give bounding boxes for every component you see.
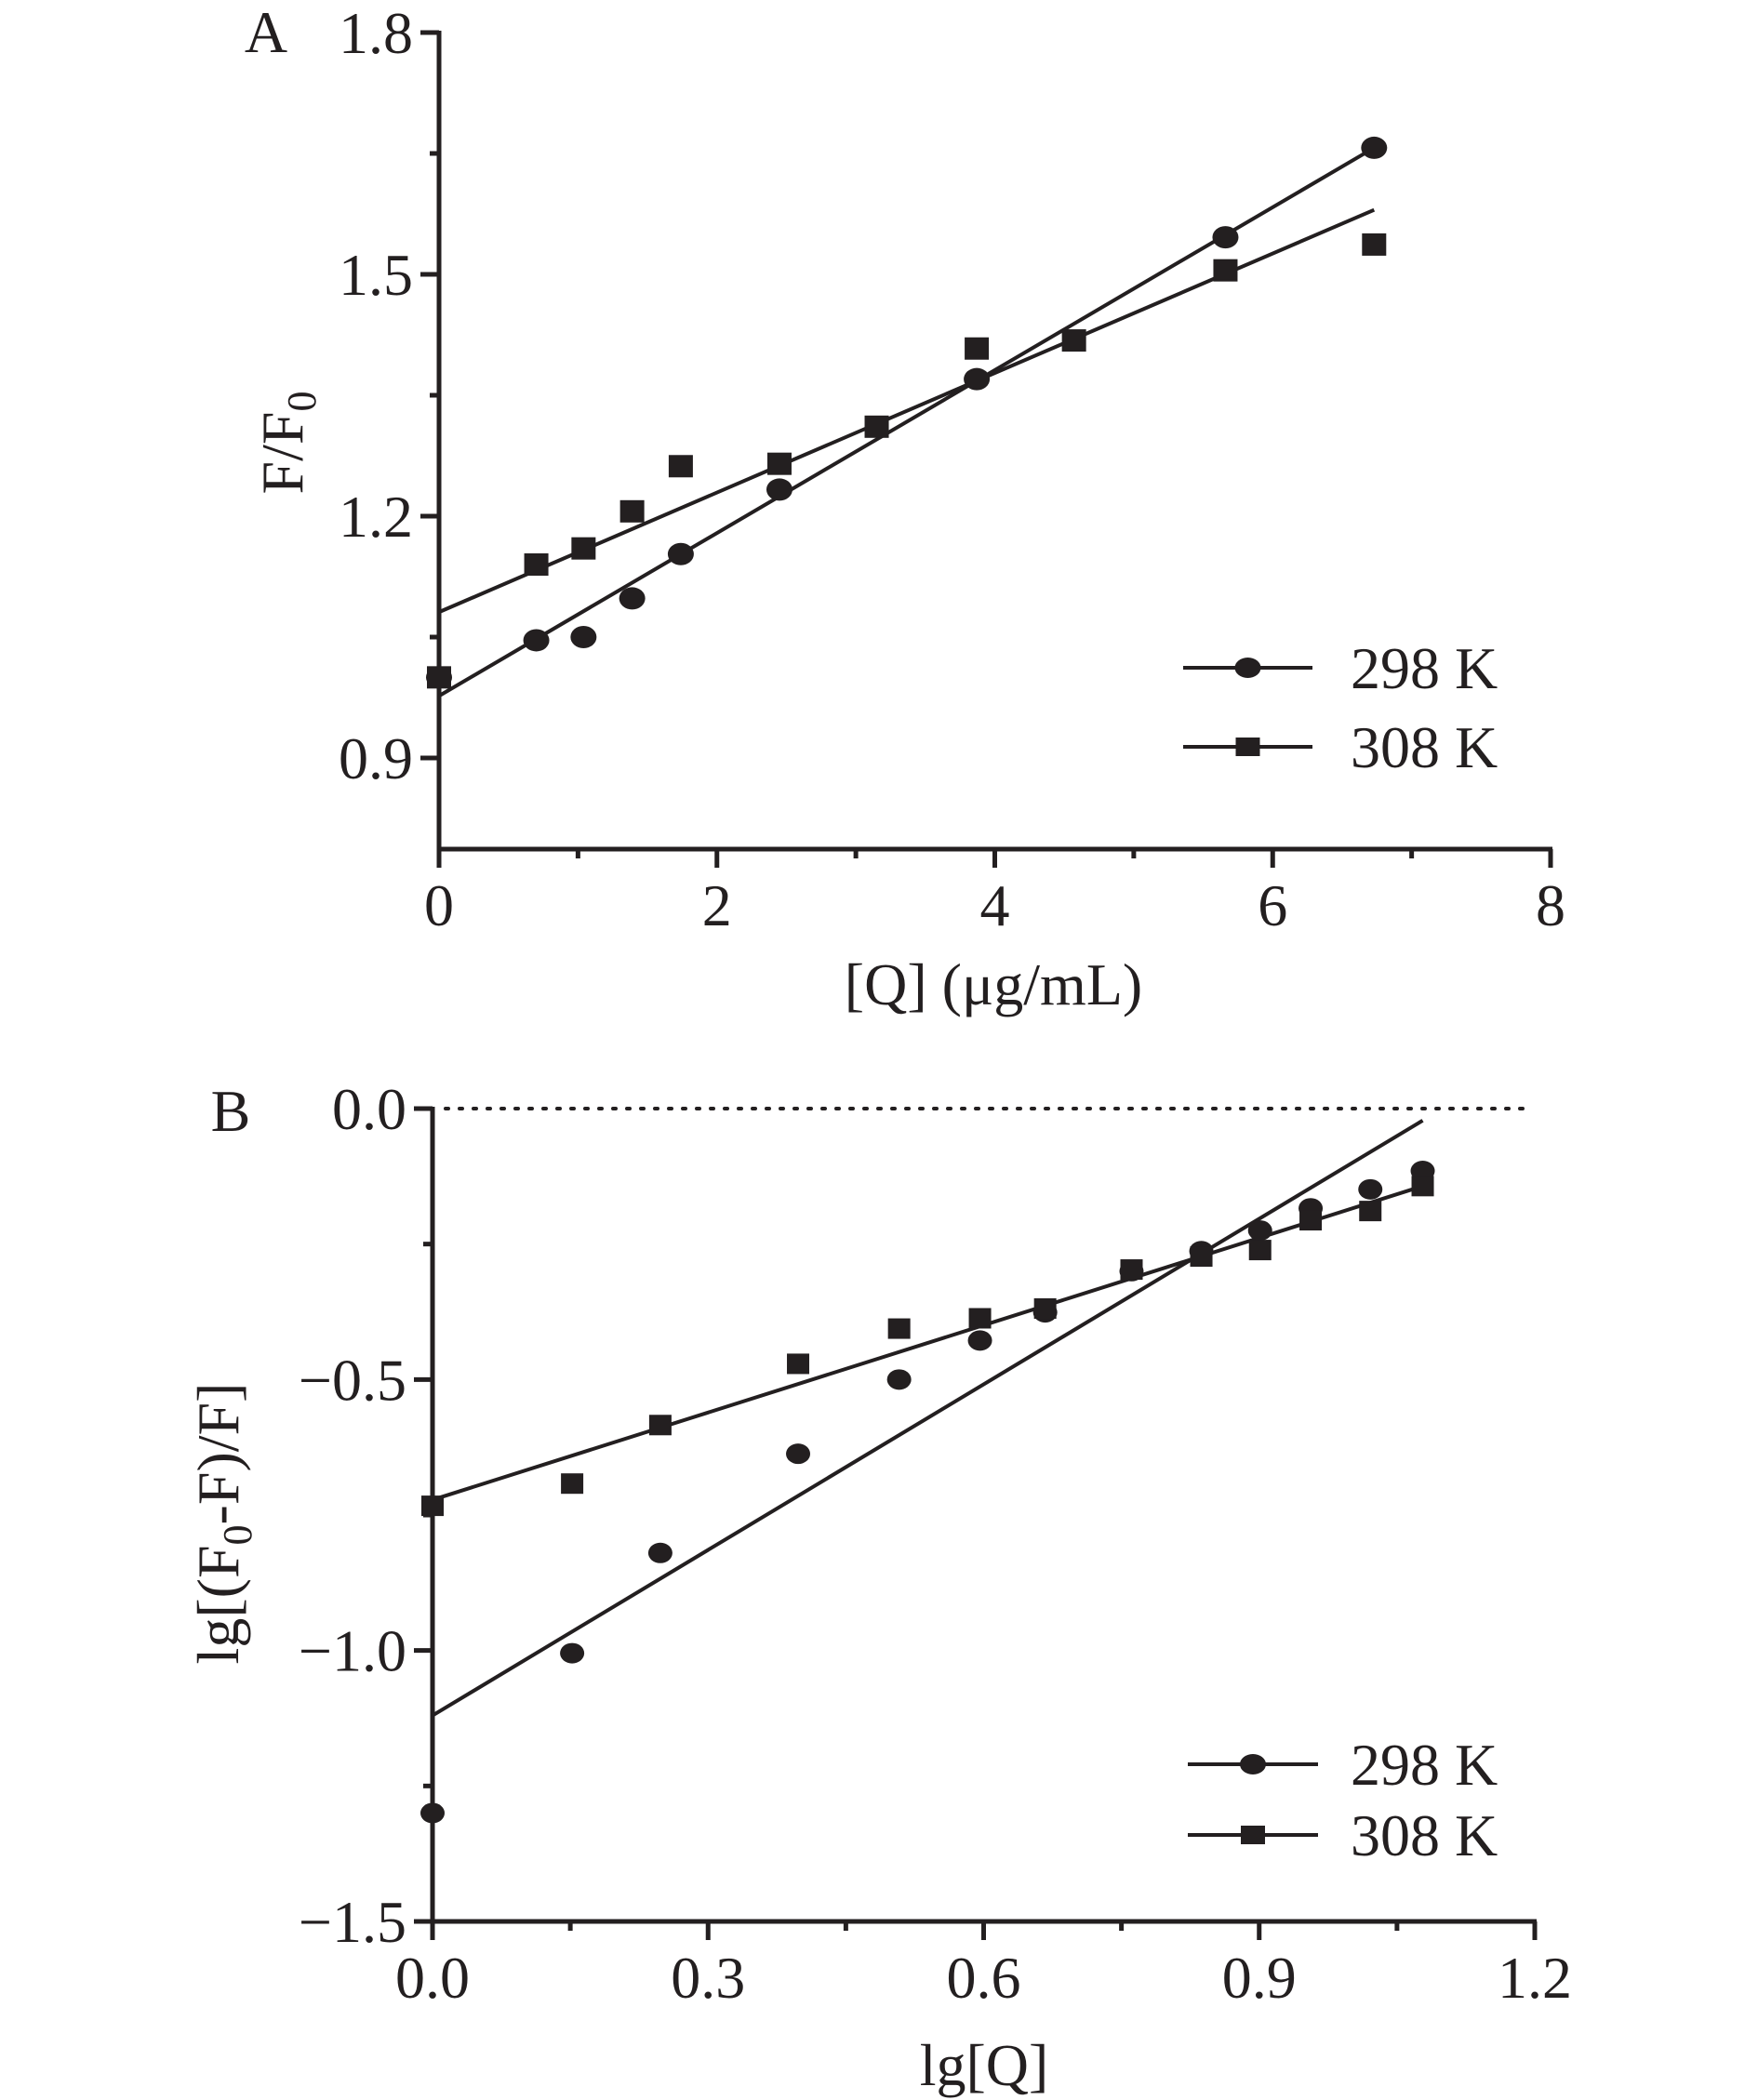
panel-a-x-tick-label: 8 xyxy=(1536,872,1565,938)
panel-a-legend-item-308k: 308 K xyxy=(1183,714,1498,780)
panel-a-y-tick-label: 0.9 xyxy=(339,725,413,791)
panel-b-point-308k xyxy=(561,1473,584,1495)
panel-b-point-298k xyxy=(886,1369,912,1390)
panel-a-point-308k xyxy=(427,666,451,689)
panel-a-x-tick-label: 2 xyxy=(702,872,732,938)
panel-b-y-label-subscript: 0 xyxy=(215,1524,260,1545)
panel-b-point-308k xyxy=(1033,1298,1057,1320)
panel-b-point-298k xyxy=(1358,1178,1383,1200)
panel-a-legend: 298 K 308 K xyxy=(1183,635,1498,780)
panel-b-point-298k xyxy=(786,1443,811,1465)
panel-b-points xyxy=(420,1161,1435,1824)
panel-a-y-axis-label: F/F0 xyxy=(249,392,325,495)
panel-b-y-label-pre: lg[(F xyxy=(185,1545,251,1664)
panel-b-point-308k xyxy=(1411,1176,1434,1197)
panel-a-point-298k xyxy=(766,478,792,501)
panel-b-x-tick-label: 0.0 xyxy=(395,1945,470,2011)
panel-a-legend-circle-marker xyxy=(1234,658,1261,678)
panel-b-y-tick-label: −1.0 xyxy=(299,1618,406,1684)
panel-b-legend-item-298k: 298 K xyxy=(1188,1732,1498,1798)
panel-b-point-298k xyxy=(560,1642,585,1664)
panel-a-x-tick-label: 6 xyxy=(1258,872,1287,938)
panel-a-x-tick-label: 4 xyxy=(980,872,1010,938)
panel-a-y-tick-label: 1.8 xyxy=(339,0,413,66)
panel-b-legend-circle-marker xyxy=(1240,1754,1266,1774)
panel-a-legend-item-298k: 298 K xyxy=(1183,635,1498,701)
panel-b-point-308k xyxy=(1120,1259,1143,1281)
panel-b-point-298k xyxy=(647,1542,673,1563)
panel-a-point-298k xyxy=(619,587,646,610)
panel-b-point-298k xyxy=(1247,1220,1272,1242)
panel-b-point-308k xyxy=(968,1308,992,1329)
panel-a-legend-label-298k: 298 K xyxy=(1351,635,1498,701)
panel-b-point-298k xyxy=(967,1330,992,1351)
panel-b-point-308k xyxy=(1299,1210,1323,1231)
panel-b-legend-label-308k: 308 K xyxy=(1351,1802,1498,1868)
panel-a-point-308k xyxy=(1362,233,1387,256)
panel-b-y-axis-label: lg[(F0-F)/F] xyxy=(185,1383,260,1665)
panel-a-point-308k xyxy=(571,537,596,560)
panel-b-x-tick-label: 0.6 xyxy=(947,1945,1021,2011)
panel-a-point-308k xyxy=(524,553,549,576)
panel-b-point-308k xyxy=(421,1495,444,1517)
panel-a-point-298k xyxy=(1212,226,1239,249)
panel-a-legend-label-308k: 308 K xyxy=(1351,714,1498,780)
panel-b-legend-square-marker xyxy=(1241,1826,1265,1844)
panel-a-point-308k xyxy=(1061,329,1086,352)
panel-b-point-308k xyxy=(787,1353,810,1375)
panel-b: B 0.0−0.5−1.0−1.50.0 0.3 0.6 0.9 1.2 lg[Q] l… xyxy=(185,1076,1572,2098)
panel-a-legend-square-marker xyxy=(1235,738,1260,756)
panel-b-y-tick-label: −1.5 xyxy=(299,1889,406,1955)
panel-b-x-tick-label: 1.2 xyxy=(1498,1945,1572,2011)
panel-b-y-tick-label: −0.5 xyxy=(299,1347,406,1413)
panel-a-axes: 0.9 1.2 1.5 1.8 0 2 4 6 8 xyxy=(339,0,1565,938)
panel-a-point-298k xyxy=(1361,136,1388,159)
panel-a-y-label-subscript: 0 xyxy=(279,392,325,412)
panel-b-x-tick-label: 0.9 xyxy=(1222,1945,1297,2011)
panel-a-point-308k xyxy=(619,499,645,523)
panel-a-y-tick-label: 1.5 xyxy=(339,242,413,308)
panel-b-y-tick-label: 0.0 xyxy=(332,1076,406,1142)
panel-b-point-308k xyxy=(887,1318,911,1339)
panel-a-point-298k xyxy=(667,542,694,565)
panel-a-x-axis-label: [Q] (μg/mL) xyxy=(845,951,1142,1017)
panel-b-point-308k xyxy=(648,1415,672,1436)
panel-a-point-298k xyxy=(523,629,550,652)
panel-a-y-label-main: F/F xyxy=(249,412,315,495)
panel-b-point-308k xyxy=(1359,1201,1382,1222)
panel-b-x-axis-label: lg[Q] xyxy=(920,2032,1049,2098)
panel-b-label: B xyxy=(211,1078,251,1144)
panel-a-label: A xyxy=(245,0,287,65)
panel-a-points xyxy=(426,136,1388,689)
panel-b-fit-line-298k xyxy=(431,1119,1424,1718)
panel-b-point-308k xyxy=(1190,1246,1213,1268)
panel-b-x-tick-label: 0.3 xyxy=(671,1945,745,2011)
panel-a-point-308k xyxy=(965,337,990,360)
panel-a-point-308k xyxy=(766,452,792,475)
panel-b-point-298k xyxy=(420,1802,445,1824)
panel-a: A 0.91.21.51.80 2 4 6 8 [Q] (μg/mL) F/F0 298… xyxy=(245,0,1565,1017)
panel-a-point-308k xyxy=(668,455,693,478)
panel-a-point-298k xyxy=(570,626,597,648)
panel-a-point-308k xyxy=(864,415,889,438)
panel-b-legend-label-298k: 298 K xyxy=(1351,1732,1498,1798)
panel-a-point-298k xyxy=(964,367,991,391)
panel-a-y-tick-label: 1.2 xyxy=(339,484,413,550)
panel-b-y-label-post: -F)/F] xyxy=(185,1383,251,1525)
panel-a-x-tick-label: 0 xyxy=(424,872,454,938)
panel-b-legend-item-308k: 308 K xyxy=(1188,1802,1498,1868)
panel-a-point-308k xyxy=(1213,259,1238,282)
panel-b-point-308k xyxy=(1248,1240,1272,1261)
